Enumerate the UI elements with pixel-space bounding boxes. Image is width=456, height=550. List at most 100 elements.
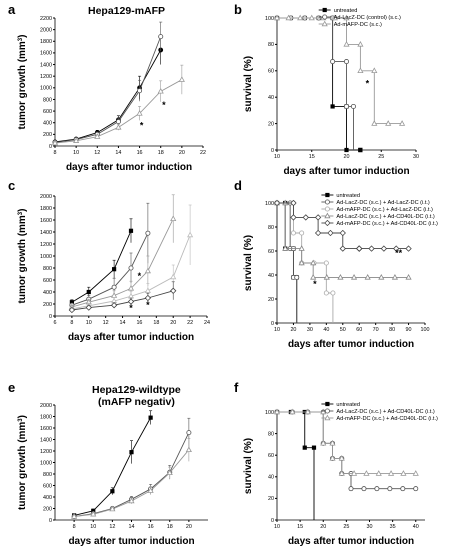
x-tick-label: 60 bbox=[356, 327, 362, 333]
x-tick-label: 10 bbox=[90, 524, 96, 530]
growth-line bbox=[54, 79, 183, 144]
x-tick-label: 10 bbox=[274, 154, 280, 160]
series-a-1 bbox=[52, 21, 164, 146]
series-c-0 bbox=[69, 218, 134, 305]
x-tick-label: 22 bbox=[200, 150, 206, 156]
legend-swatch-marker bbox=[324, 212, 331, 219]
survival-point bbox=[337, 273, 344, 280]
survival-point bbox=[314, 214, 322, 221]
survival-point bbox=[330, 59, 336, 65]
y-tick-label: 1200 bbox=[40, 449, 52, 455]
x-tick-label: 20 bbox=[179, 150, 185, 156]
data-point bbox=[86, 289, 91, 295]
survival-point bbox=[343, 40, 350, 47]
survival-line bbox=[277, 17, 354, 150]
significance-mark: * bbox=[129, 303, 133, 313]
x-tick-label: 50 bbox=[340, 327, 346, 333]
survival-point bbox=[302, 445, 307, 450]
data-point bbox=[157, 87, 164, 94]
legend-swatch-marker bbox=[324, 206, 330, 212]
y-tick-label: 600 bbox=[43, 278, 52, 284]
x-tick-label: 18 bbox=[167, 524, 173, 530]
y-tick-label: 600 bbox=[43, 109, 52, 115]
survival-point bbox=[311, 445, 317, 450]
x-axis-label: days after tumor induction bbox=[283, 166, 409, 177]
growth-line bbox=[71, 218, 174, 308]
x-axis-label: days after tumor induction bbox=[66, 162, 192, 173]
x-tick-label: 20 bbox=[290, 327, 296, 333]
survival-point bbox=[378, 273, 385, 280]
y-axis-label: survival (%) bbox=[243, 235, 254, 291]
survival-point bbox=[298, 245, 305, 251]
survival-point bbox=[400, 486, 406, 492]
survival-point bbox=[344, 147, 349, 153]
survival-point bbox=[413, 486, 419, 492]
y-tick-label: 1800 bbox=[40, 414, 52, 420]
legend-label: Ad-LacZ-DC (s.c.) + Ad-CD40L-DC (i.t.) bbox=[336, 214, 435, 220]
y-tick-label: 600 bbox=[43, 483, 52, 489]
x-tick-label: 8 bbox=[70, 320, 73, 326]
y-tick-label: 1400 bbox=[40, 62, 52, 68]
y-tick-label: 1200 bbox=[40, 74, 52, 80]
data-point bbox=[109, 505, 116, 512]
y-tick-label: 2000 bbox=[40, 194, 52, 200]
data-point bbox=[170, 287, 177, 294]
significance-mark: * bbox=[162, 100, 166, 110]
panel-letter-f: f bbox=[234, 380, 239, 395]
survival-point bbox=[393, 245, 400, 252]
x-tick-label: 35 bbox=[390, 524, 396, 530]
survival-point bbox=[374, 486, 380, 492]
legend-label: Ad-mAFP-DC (s.c.) bbox=[334, 22, 382, 28]
legend-swatch-marker bbox=[324, 219, 331, 227]
survival-point bbox=[331, 14, 338, 21]
x-tick-label: 10 bbox=[73, 150, 79, 156]
survival-point bbox=[314, 229, 322, 237]
legend-swatch-marker bbox=[322, 14, 328, 20]
x-tick-label: 12 bbox=[109, 524, 115, 530]
y-tick-label: 800 bbox=[43, 266, 52, 272]
panel-subtitle-e: (mAFP negativ) bbox=[98, 396, 175, 408]
survival-point bbox=[273, 199, 281, 207]
survival-point bbox=[405, 273, 412, 280]
survival-point bbox=[350, 103, 356, 109]
x-tick-label: 30 bbox=[367, 524, 373, 530]
x-tick-label: 90 bbox=[406, 327, 412, 333]
data-point bbox=[128, 228, 134, 233]
x-tick-label: 100 bbox=[421, 327, 430, 333]
significance-mark: ** bbox=[395, 248, 403, 258]
survival-point bbox=[308, 14, 315, 21]
y-tick-label: 80 bbox=[268, 431, 274, 437]
data-point bbox=[186, 430, 192, 436]
survival-point bbox=[363, 470, 370, 476]
data-point bbox=[144, 294, 152, 302]
survival-point bbox=[412, 470, 419, 476]
significance-mark: * bbox=[366, 79, 370, 89]
survival-point bbox=[310, 259, 317, 266]
data-point bbox=[144, 267, 151, 274]
survival-line bbox=[277, 17, 403, 125]
y-tick-label: 1600 bbox=[40, 51, 52, 57]
survival-point bbox=[343, 14, 350, 21]
y-tick-label: 20 bbox=[268, 121, 274, 127]
series-b-0 bbox=[274, 15, 363, 153]
data-point bbox=[90, 510, 97, 517]
panel-letter-e: e bbox=[8, 380, 15, 395]
y-tick-label: 200 bbox=[43, 132, 52, 138]
data-point bbox=[94, 133, 101, 139]
x-tick-label: 14 bbox=[120, 320, 126, 326]
x-tick-label: 80 bbox=[389, 327, 395, 333]
legend-swatch-marker bbox=[322, 7, 327, 13]
data-point bbox=[185, 446, 192, 453]
y-tick-label: 1000 bbox=[40, 86, 52, 92]
panel-letter-d: d bbox=[234, 178, 242, 193]
data-point bbox=[127, 298, 135, 305]
legend-swatch-marker bbox=[325, 192, 330, 198]
data-point bbox=[170, 273, 177, 280]
x-tick-label: 30 bbox=[307, 327, 313, 333]
data-point bbox=[144, 287, 151, 294]
survival-point bbox=[338, 455, 345, 461]
growth-line bbox=[54, 36, 162, 143]
y-tick-label: 0 bbox=[271, 518, 274, 524]
survival-point bbox=[290, 199, 297, 207]
